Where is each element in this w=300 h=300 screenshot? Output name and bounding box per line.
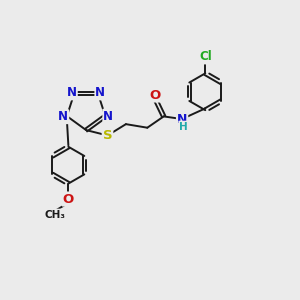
Text: Cl: Cl: [199, 50, 212, 64]
Text: N: N: [95, 86, 105, 99]
Text: N: N: [58, 110, 68, 123]
Text: H: H: [179, 122, 188, 131]
Text: N: N: [67, 86, 77, 99]
Text: S: S: [103, 129, 112, 142]
Text: O: O: [63, 193, 74, 206]
Text: N: N: [103, 110, 113, 123]
Text: CH₃: CH₃: [44, 209, 65, 220]
Text: N: N: [177, 113, 187, 127]
Text: O: O: [149, 88, 160, 101]
